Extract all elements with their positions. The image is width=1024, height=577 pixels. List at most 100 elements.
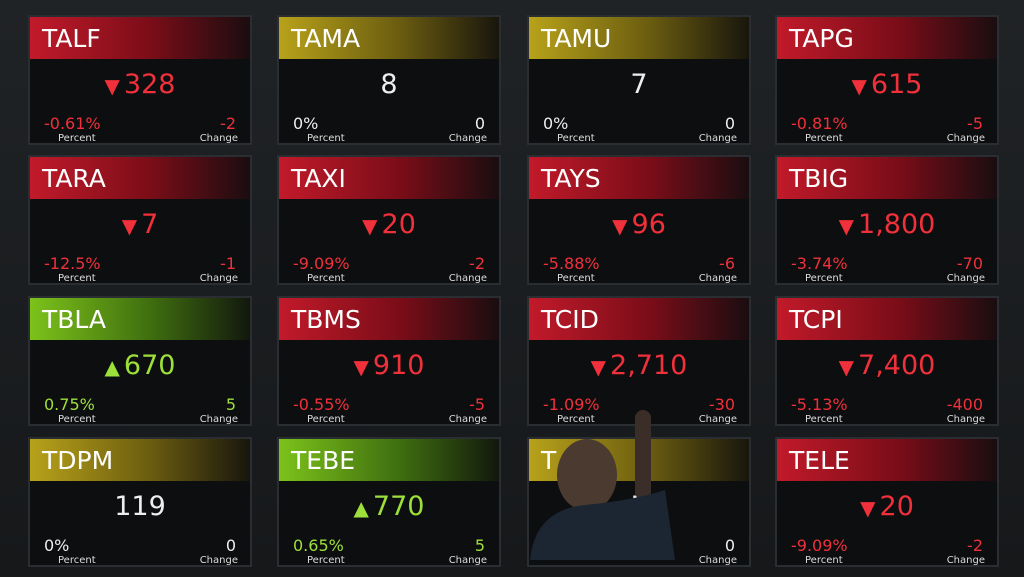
price-row: 119 bbox=[30, 491, 250, 522]
direction-arrow: ▼ bbox=[362, 214, 378, 238]
change: -6 bbox=[719, 254, 735, 273]
tile-header bbox=[30, 298, 250, 340]
ticker: TBMS bbox=[291, 305, 361, 334]
stock-tile: TAMA 8 0% Percent 0 Change bbox=[277, 15, 501, 145]
change-label: Change bbox=[199, 273, 238, 284]
ticker: TBIG bbox=[789, 164, 849, 193]
percent: -5.88% bbox=[543, 254, 600, 273]
ticker: TCID bbox=[541, 305, 599, 334]
price-row: ▼ 96 bbox=[529, 209, 749, 240]
ticker: TAYS bbox=[541, 164, 601, 193]
price-row: ▼ 7,400 bbox=[777, 350, 997, 381]
percent: 0.75% bbox=[44, 395, 95, 414]
change: 5 bbox=[474, 536, 485, 555]
stock-tile: TAXI ▼ 20 -9.09% Percent -2 Change bbox=[277, 155, 501, 285]
percent: -1.09% bbox=[543, 395, 600, 414]
percent: -5.13% bbox=[791, 395, 848, 414]
stock-tile: TDPM 119 0% Percent 0 Change bbox=[28, 437, 252, 567]
percent-label: Percent bbox=[557, 414, 595, 425]
change: -2 bbox=[469, 254, 485, 273]
stock-tile: TBIG ▼ 1,800 -3.74% Percent -70 Change bbox=[775, 155, 999, 285]
change-label: Change bbox=[698, 555, 737, 566]
percent-label: Percent bbox=[307, 555, 345, 566]
direction-arrow: ▼ bbox=[851, 74, 867, 98]
change-label: Change bbox=[199, 555, 238, 566]
percent-label: Percent bbox=[58, 133, 96, 144]
ticker: TEBE bbox=[291, 446, 356, 475]
percent: -9.09% bbox=[791, 536, 848, 555]
percent-label: Percent bbox=[58, 414, 96, 425]
ticker: TAXI bbox=[291, 164, 346, 193]
stock-tile: TARA ▼ 7 -12.5% Percent -1 Change bbox=[28, 155, 252, 285]
change-label: Change bbox=[946, 133, 985, 144]
price: 910 bbox=[372, 350, 425, 381]
change: 0 bbox=[474, 114, 485, 133]
ticker: TCPI bbox=[789, 305, 843, 334]
tile-header bbox=[777, 298, 997, 340]
price-row: ▼ 2,710 bbox=[529, 350, 749, 381]
change-label: Change bbox=[946, 273, 985, 284]
change: -2 bbox=[967, 536, 983, 555]
direction-arrow: ▼ bbox=[860, 496, 876, 520]
direction-arrow: ▲ bbox=[104, 355, 120, 379]
tile-header bbox=[30, 17, 250, 59]
price-row: ▼ 7 bbox=[30, 209, 250, 240]
change: -2 bbox=[220, 114, 236, 133]
price: 20 bbox=[381, 209, 416, 240]
percent: 0% bbox=[543, 114, 569, 133]
price: 328 bbox=[123, 69, 176, 100]
percent: 0% bbox=[44, 536, 70, 555]
stock-tile: TCID ▼ 2,710 -1.09% Percent -30 Change bbox=[527, 296, 751, 426]
change-label: Change bbox=[448, 555, 487, 566]
percent: -12.5% bbox=[44, 254, 101, 273]
tile-header bbox=[279, 17, 499, 59]
change: -1 bbox=[220, 254, 236, 273]
tile-header bbox=[279, 439, 499, 481]
stock-tile: TALF ▼ 328 -0.61% Percent -2 Change bbox=[28, 15, 252, 145]
change-label: Change bbox=[199, 414, 238, 425]
change-label: Change bbox=[698, 273, 737, 284]
percent: -9.09% bbox=[293, 254, 350, 273]
ticker: TBLA bbox=[42, 305, 107, 334]
price: 119 bbox=[114, 491, 166, 522]
direction-arrow: ▲ bbox=[353, 496, 369, 520]
direction-arrow: ▼ bbox=[612, 214, 628, 238]
price: 7 bbox=[141, 209, 159, 240]
percent-label: Percent bbox=[805, 555, 843, 566]
price: 7 bbox=[630, 69, 648, 100]
stock-tile: TCPI ▼ 7,400 -5.13% Percent -400 Change bbox=[775, 296, 999, 426]
percent-label: Percent bbox=[307, 414, 345, 425]
ticker: TALF bbox=[42, 24, 101, 53]
change: 5 bbox=[225, 395, 236, 414]
price: 1,800 bbox=[858, 209, 936, 240]
tile-header bbox=[279, 157, 499, 199]
tile-header bbox=[30, 439, 250, 481]
change-label: Change bbox=[946, 555, 985, 566]
change-label: Change bbox=[448, 133, 487, 144]
direction-arrow: ▼ bbox=[838, 214, 855, 238]
price-row: ▼ 1,800 bbox=[777, 209, 997, 240]
price-row: ▲ 770 bbox=[279, 491, 499, 522]
percent-label: Percent bbox=[307, 133, 345, 144]
percent-label: Percent bbox=[557, 273, 595, 284]
change: -70 bbox=[956, 254, 983, 273]
price-row: ▼ 20 bbox=[279, 209, 499, 240]
percent: 0% bbox=[293, 114, 319, 133]
change: -30 bbox=[708, 395, 735, 414]
tile-header bbox=[279, 298, 499, 340]
price-row: ▲ 670 bbox=[30, 350, 250, 381]
stock-tile: TAMU 7 0% Percent 0 Change bbox=[527, 15, 751, 145]
price: 7,400 bbox=[858, 350, 936, 381]
price-row: 8 bbox=[279, 69, 499, 100]
change-label: Change bbox=[946, 414, 985, 425]
change-label: Change bbox=[448, 273, 487, 284]
price: 770 bbox=[372, 491, 425, 522]
ticker: T bbox=[541, 446, 557, 475]
price: 96 bbox=[631, 209, 666, 240]
price-row: ▼ 328 bbox=[30, 69, 250, 100]
price: 615 bbox=[870, 69, 923, 100]
stock-tile: TBMS ▼ 910 -0.55% Percent -5 Change bbox=[277, 296, 501, 426]
tile-header bbox=[777, 439, 997, 481]
direction-arrow: ▼ bbox=[121, 214, 138, 238]
